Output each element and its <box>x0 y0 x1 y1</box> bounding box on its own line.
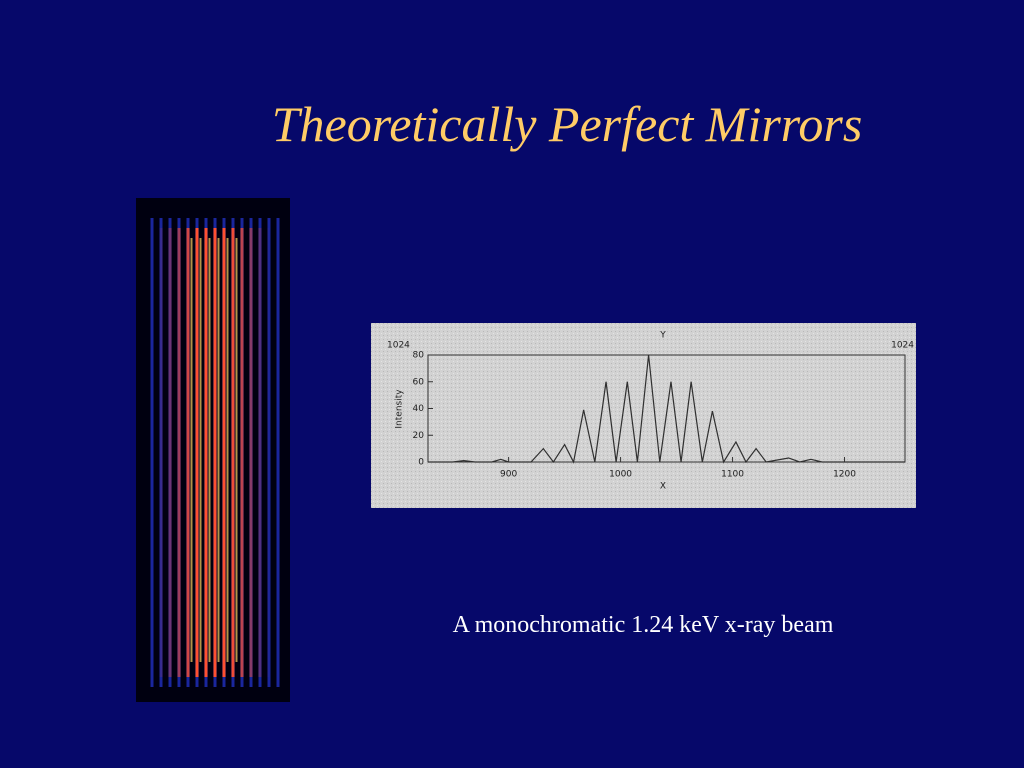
x-tick-label: 900 <box>500 470 517 480</box>
x-tick-label: 1100 <box>721 470 744 480</box>
x-axis-label: X <box>660 482 666 492</box>
y-tick-label: 0 <box>418 458 424 468</box>
slide-title: Theoretically Perfect Mirrors <box>271 96 863 152</box>
beam-core <box>186 238 240 662</box>
y-tick-label: 40 <box>413 404 425 414</box>
y-axis-label: Intensity <box>395 389 405 429</box>
x-tick-label: 1000 <box>609 470 632 480</box>
chart: Y 1024 1024 X Intensity 0 20 40 60 80 900 1000 1100 1… <box>371 323 916 508</box>
y-tick-label: 80 <box>413 351 425 361</box>
data-line <box>428 354 905 464</box>
chart-background <box>371 323 916 508</box>
x-tick-label: 1200 <box>833 470 856 480</box>
top-label: Y <box>659 331 666 341</box>
corner-label: 1024 <box>891 341 914 351</box>
beam-image <box>136 198 290 702</box>
y-tick-label: 20 <box>413 431 425 441</box>
y-tick-label: 60 <box>413 377 425 387</box>
corner-label: 1024 <box>387 341 410 351</box>
caption: A monochromatic 1.24 keV x-ray beam <box>452 612 834 638</box>
